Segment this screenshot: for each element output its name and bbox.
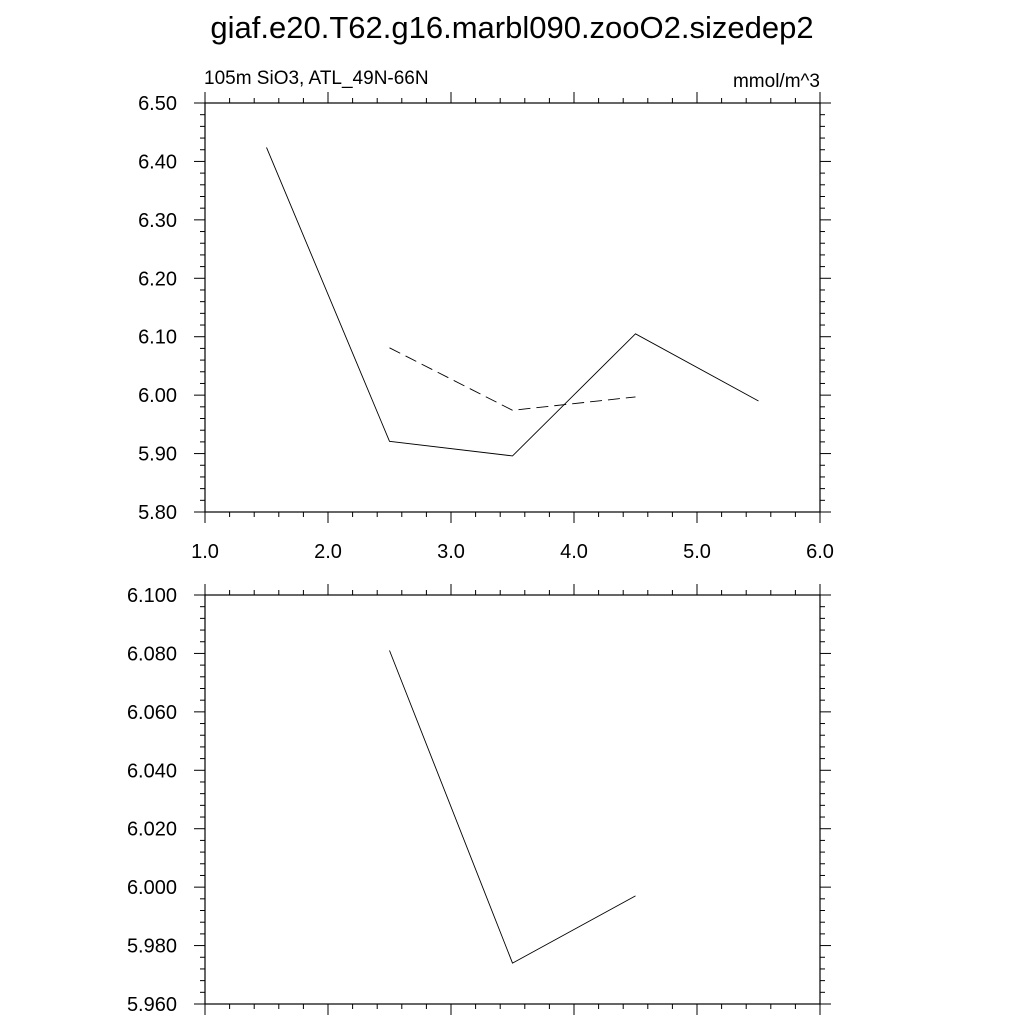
x-tick-label: 1.0	[191, 541, 219, 563]
plot-frame	[204, 102, 821, 513]
x-tick-label: 4.0	[560, 541, 588, 563]
series-line-solid	[266, 147, 759, 457]
y-tick-label: 5.90	[138, 444, 177, 466]
top-panel-units-label: mmol/m^3	[733, 71, 820, 92]
bottom-panel: 5.960 5.980 6.000 6.020 6.040 6.060 6.080 6.100	[127, 584, 831, 1016]
x-tick-label: 3.0	[437, 541, 465, 563]
y-tick-label: 6.080	[127, 643, 177, 665]
y-tick-label: 5.980	[127, 936, 177, 958]
x-tick-label: 5.0	[683, 541, 711, 563]
x-tick-label: 2.0	[314, 541, 342, 563]
y-tick-label: 6.10	[138, 327, 177, 349]
y-tick-label: 6.00	[138, 385, 177, 407]
top-panel-left-label: 105m SiO3, ATL_49N-66N	[204, 68, 429, 89]
y-tick-label: 6.20	[138, 268, 177, 290]
y-tick-label: 6.40	[138, 151, 177, 173]
x-tick-label: 6.0	[806, 541, 834, 563]
y-tick-label: 6.100	[127, 585, 177, 607]
y-tick-label: 6.040	[127, 760, 177, 782]
y-tick-label: 6.30	[138, 210, 177, 232]
y-tick-label: 6.060	[127, 702, 177, 724]
y-tick-label: 5.80	[138, 502, 177, 524]
top-panel: 105m SiO3, ATL_49N-66N mmol/m^3 5.80 5.90…	[138, 68, 834, 563]
y-tick-label: 6.000	[127, 877, 177, 899]
chart-title: giaf.e20.T62.g16.marbl090.zooO2.sizedep2	[210, 10, 813, 45]
series-line-solid	[389, 650, 636, 964]
y-tick-label: 6.50	[138, 93, 177, 115]
y-tick-label: 5.960	[127, 994, 177, 1016]
series-line-dashed	[389, 347, 636, 411]
y-tick-label: 6.020	[127, 819, 177, 841]
plot-frame	[204, 594, 821, 1005]
